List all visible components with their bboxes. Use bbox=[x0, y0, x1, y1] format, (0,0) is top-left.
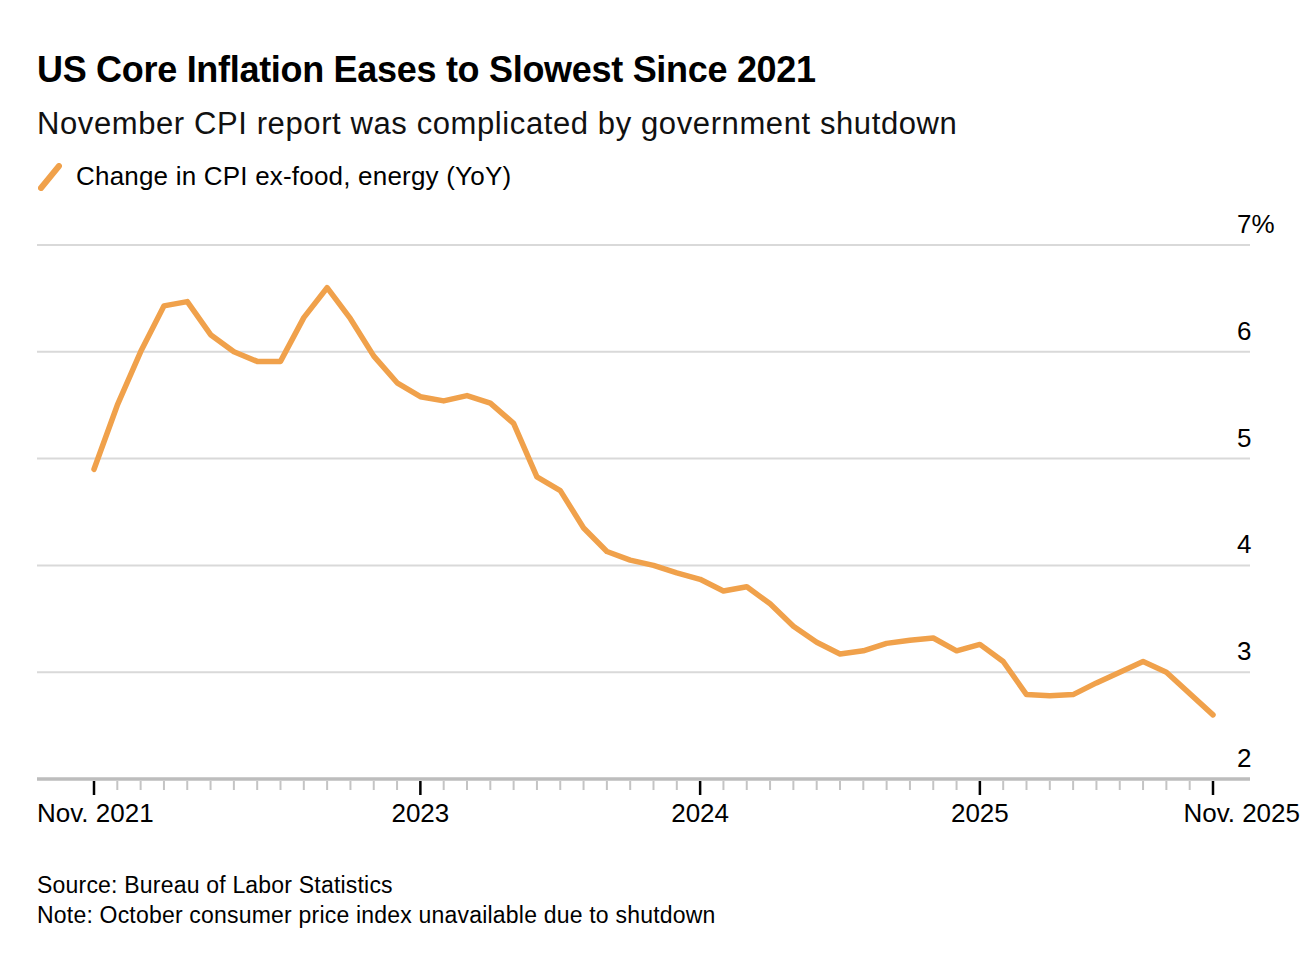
x-axis-label: Nov. 2025 bbox=[1183, 798, 1300, 828]
footer: Source: Bureau of Labor Statistics Note:… bbox=[37, 870, 716, 930]
y-axis-labels: 7% 6 5 4 3 2 bbox=[1237, 209, 1275, 773]
core-cpi-line-chart: 7% 6 5 4 3 2 Nov. 2021 2023 2024 2025 Nov. 2025 bbox=[0, 0, 1316, 968]
y-axis-label: 2 bbox=[1237, 743, 1251, 773]
x-axis-label: Nov. 2021 bbox=[37, 798, 154, 828]
gridlines bbox=[37, 245, 1250, 672]
source-line: Source: Bureau of Labor Statistics bbox=[37, 870, 716, 900]
cpi-chart-card: US Core Inflation Eases to Slowest Since… bbox=[0, 0, 1316, 968]
x-axis-label: 2025 bbox=[951, 798, 1009, 828]
y-axis-label: 3 bbox=[1237, 636, 1251, 666]
y-axis-label: 5 bbox=[1237, 423, 1251, 453]
x-axis-label: 2024 bbox=[671, 798, 729, 828]
note-line: Note: October consumer price index unava… bbox=[37, 900, 716, 930]
x-axis-ticks bbox=[94, 781, 1213, 795]
y-axis-label: 4 bbox=[1237, 529, 1251, 559]
x-axis-label: 2023 bbox=[391, 798, 449, 828]
y-axis-label: 7% bbox=[1237, 209, 1275, 239]
y-axis-label: 6 bbox=[1237, 316, 1251, 346]
x-axis-labels: Nov. 2021 2023 2024 2025 Nov. 2025 bbox=[37, 798, 1300, 828]
